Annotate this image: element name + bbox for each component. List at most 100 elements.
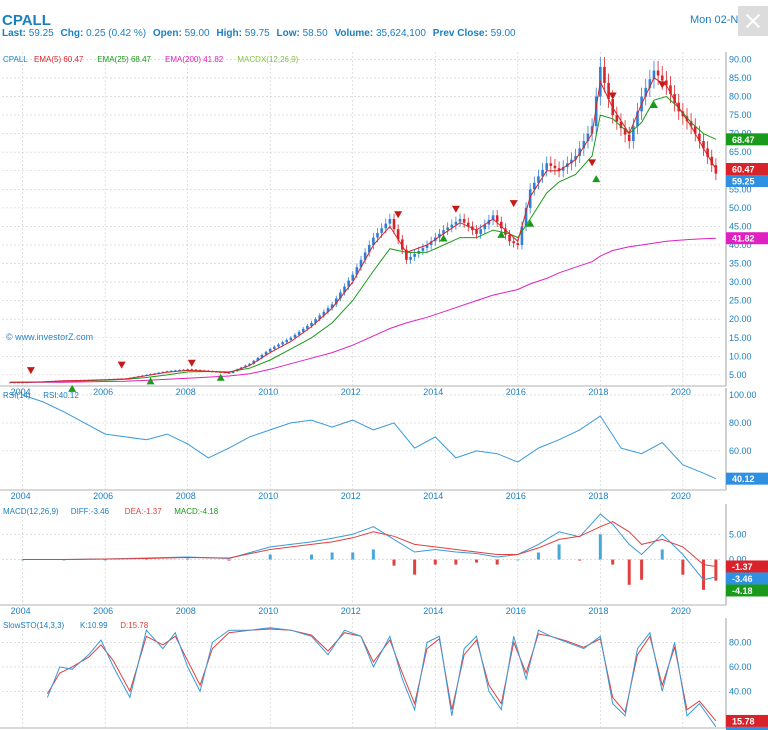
macd-histogram-bar — [475, 559, 479, 563]
candle-body — [392, 219, 396, 230]
candle-body — [165, 371, 169, 373]
candle-body — [227, 372, 231, 374]
ticker-title: CPALL — [2, 12, 51, 29]
quote-bar: Last: 59.25 Chg: 0.25 (0.42 %) Open: 59.… — [2, 28, 520, 39]
macd-histogram-bar — [392, 559, 396, 566]
candle-body — [693, 126, 697, 134]
legend-entry: CPALL — [3, 55, 28, 64]
value-badge-label: 59.25 — [732, 177, 755, 187]
x-tick-label: 2016 — [506, 606, 526, 616]
candle-body — [669, 85, 672, 95]
close-icon[interactable] — [738, 6, 768, 36]
y-tick-label: 40.00 — [729, 686, 752, 696]
candle-body — [442, 230, 445, 234]
candle-body — [409, 256, 412, 260]
buy-signal-icon — [216, 373, 225, 381]
candle-body — [396, 229, 400, 240]
y-tick-label: 75.00 — [729, 110, 752, 120]
x-tick-label: 2010 — [258, 606, 278, 616]
candle-body — [458, 219, 462, 222]
macd-histogram-bar — [611, 559, 615, 565]
candle-body — [347, 280, 350, 287]
candle-body — [380, 228, 383, 233]
buy-signal-icon — [497, 230, 506, 238]
candle-body — [169, 370, 173, 372]
candle-body — [8, 382, 12, 384]
value-badge — [726, 232, 768, 245]
y-tick-label: 60.00 — [729, 446, 752, 456]
candle-body — [462, 219, 466, 223]
candle-body — [491, 215, 495, 220]
candle-body — [425, 244, 429, 248]
x-tick-label: 2010 — [258, 491, 278, 501]
y-tick-label: 5.00 — [729, 370, 747, 380]
quote-value: 58.50 — [302, 28, 328, 39]
candle-body — [429, 241, 433, 245]
rsi-line — [22, 394, 717, 480]
candle-body — [285, 339, 289, 343]
candle-body — [665, 80, 668, 86]
candle-body — [698, 133, 701, 142]
legend-entry: MACD(12,26,9) — [3, 507, 59, 516]
candle-body — [619, 121, 623, 129]
candle-body — [475, 230, 478, 234]
macd-histogram-bar — [351, 552, 355, 560]
y-tick-label: 40.00 — [729, 240, 752, 250]
value-badge — [726, 584, 768, 597]
x-tick-label: 2012 — [341, 387, 361, 397]
candle-body — [578, 148, 582, 156]
y-tick-label: 30.00 — [729, 277, 752, 287]
y-tick-label: 45.00 — [729, 221, 752, 231]
value-badge-label: 10.99 — [732, 728, 755, 730]
candle-body — [252, 360, 256, 364]
candle-body — [359, 259, 363, 268]
y-tick-label: 80.00 — [729, 418, 752, 428]
candle-body — [178, 370, 181, 372]
candle-body — [706, 148, 709, 157]
x-tick-label: 2004 — [11, 387, 31, 397]
y-tick-label: 50.00 — [729, 203, 752, 213]
candle-body — [405, 249, 408, 260]
candle-body — [310, 322, 313, 326]
candle-body — [248, 363, 251, 366]
candle-body — [557, 168, 561, 171]
quote-value: 0.25 (0.42 %) — [86, 28, 147, 39]
candle-body — [652, 70, 656, 80]
candle-body — [182, 369, 185, 371]
candle-body — [330, 304, 334, 309]
candle-body — [256, 357, 260, 361]
candle-body — [483, 224, 487, 230]
candle-body — [343, 286, 346, 293]
candle-body — [660, 75, 664, 81]
value-badge — [726, 560, 768, 573]
candle-body — [273, 346, 276, 349]
candle-body — [314, 319, 317, 323]
x-tick-label: 2006 — [93, 491, 113, 501]
candle-body — [512, 241, 515, 244]
macd-histogram-bar — [681, 559, 685, 575]
candle-body — [289, 337, 293, 340]
value-badge-label: -4.18 — [732, 586, 753, 596]
macd-histogram-bar — [454, 559, 458, 565]
candle-body — [400, 239, 404, 250]
x-tick-label: 2008 — [176, 491, 196, 501]
sell-signal-icon — [588, 159, 597, 167]
candle-body — [499, 221, 503, 229]
sell-signal-icon — [658, 81, 667, 89]
candle-body — [174, 370, 177, 372]
y-tick-label: 90.00 — [729, 54, 752, 64]
legend-entry: MACDX(12,26,9) — [237, 55, 298, 64]
quote-label: Last: — [2, 28, 26, 39]
candle-body — [355, 267, 359, 275]
x-tick-label: 2018 — [588, 606, 608, 616]
x-tick-label: 2020 — [671, 491, 691, 501]
candle-body — [301, 328, 305, 332]
candle-body — [194, 369, 198, 371]
y-tick-label: 10.00 — [729, 351, 752, 361]
legend-entry: K:10.99 — [80, 621, 108, 630]
buy-signal-icon — [526, 219, 535, 227]
macd-histogram-bar — [186, 558, 190, 560]
candle-body — [186, 369, 189, 371]
quote-value: 59.00 — [184, 28, 210, 39]
